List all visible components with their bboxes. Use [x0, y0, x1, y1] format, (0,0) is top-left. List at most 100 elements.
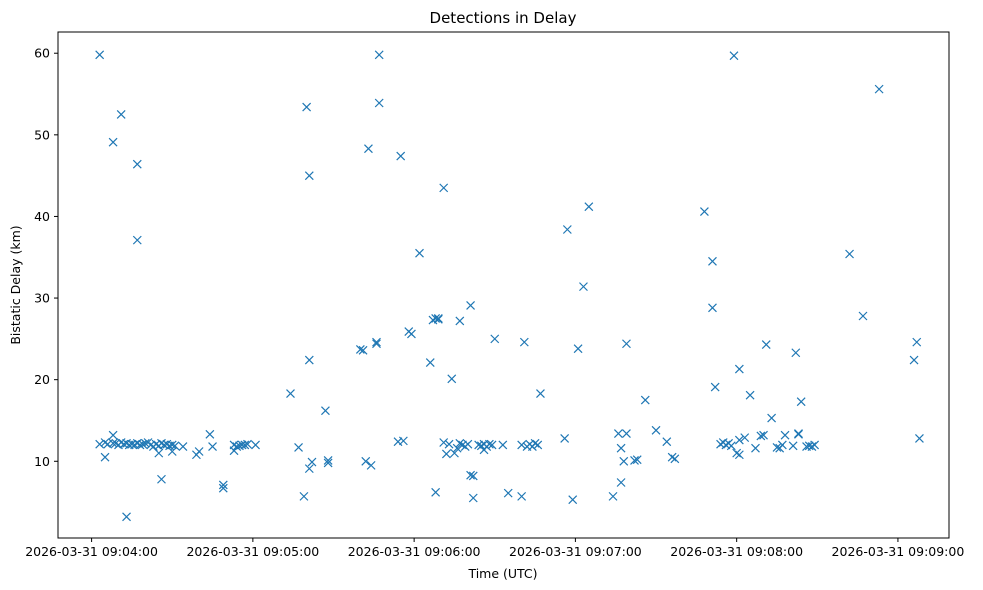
data-point — [452, 443, 462, 453]
data-point — [777, 440, 787, 450]
data-point — [154, 448, 164, 458]
data-point — [810, 440, 820, 450]
y-tick-label: 50 — [34, 127, 50, 142]
data-point — [167, 447, 177, 456]
data-point — [734, 450, 744, 460]
data-point — [484, 439, 494, 449]
x-tick-label: 2026-03-31 09:08:00 — [670, 544, 803, 559]
y-tick-label: 20 — [34, 372, 50, 387]
data-point — [533, 440, 543, 450]
data-point — [780, 430, 790, 440]
data-point — [670, 454, 680, 464]
data-point — [622, 339, 631, 349]
data-point — [708, 303, 717, 313]
data-point — [761, 340, 771, 350]
x-tick-label: 2026-03-31 09:06:00 — [348, 544, 481, 559]
data-point — [95, 50, 105, 60]
x-axis-ticks: 2026-03-31 09:04:00 2026-03-31 09:05:00 20… — [25, 538, 964, 559]
data-point — [415, 248, 424, 258]
data-point — [232, 442, 242, 452]
data-point — [616, 478, 626, 487]
data-point — [788, 441, 798, 451]
data-point — [619, 456, 629, 466]
data-point — [729, 51, 739, 61]
data-point — [455, 316, 465, 326]
data-point — [734, 364, 744, 374]
data-point — [157, 474, 166, 484]
data-point — [640, 395, 650, 405]
data-point — [372, 337, 381, 347]
data-point — [447, 374, 457, 384]
data-point — [132, 159, 142, 169]
data-point — [915, 434, 924, 443]
data-point — [304, 464, 314, 474]
data-point — [726, 441, 736, 451]
data-point — [466, 300, 475, 310]
data-point — [517, 491, 527, 501]
data-point — [355, 345, 365, 354]
plot-frame — [57, 31, 950, 539]
data-point — [243, 439, 252, 449]
data-point — [100, 452, 110, 462]
data-point — [517, 440, 527, 450]
data-point — [140, 438, 150, 448]
data-point — [108, 438, 118, 448]
data-point — [425, 358, 435, 367]
x-tick-label: 2026-03-31 09:05:00 — [186, 544, 319, 559]
data-point — [613, 429, 623, 438]
y-tick-label: 10 — [34, 454, 50, 469]
data-point — [767, 413, 777, 423]
data-point — [205, 429, 215, 439]
data-point — [791, 348, 801, 358]
data-point — [616, 443, 626, 453]
data-point — [431, 487, 441, 497]
data-point — [366, 460, 376, 470]
data-point — [759, 430, 768, 440]
data-point — [455, 438, 465, 448]
data-point — [364, 144, 373, 154]
data-point — [858, 311, 868, 321]
data-point — [468, 471, 478, 481]
data-point — [912, 337, 922, 347]
data-point — [294, 442, 303, 452]
data-point — [218, 480, 228, 490]
data-point — [450, 448, 459, 458]
data-point — [374, 98, 384, 108]
data-point — [307, 457, 317, 467]
data-points — [95, 50, 924, 522]
data-point — [710, 382, 720, 392]
data-point — [503, 488, 513, 498]
data-point — [218, 483, 228, 493]
data-point — [304, 355, 314, 365]
data-point — [662, 437, 672, 447]
data-point — [745, 390, 755, 400]
data-point — [740, 433, 750, 443]
y-axis-ticks: 10 20 30 40 50 60 — [34, 46, 58, 469]
data-point — [630, 456, 639, 465]
data-point — [108, 137, 118, 147]
data-point — [170, 441, 180, 451]
y-axis-label: Bistatic Delay (km) — [8, 225, 23, 344]
x-tick-label: 2026-03-31 09:04:00 — [25, 544, 158, 559]
data-point — [708, 256, 717, 266]
data-point — [433, 314, 443, 323]
data-point — [431, 314, 441, 323]
chart-title: Detections in Delay — [430, 9, 577, 27]
data-point — [794, 429, 803, 439]
data-point — [498, 440, 508, 450]
data-point — [536, 389, 545, 398]
data-point — [398, 436, 408, 446]
data-point — [772, 442, 782, 452]
data-point — [361, 456, 371, 466]
data-point — [208, 442, 217, 452]
y-tick-label: 40 — [34, 209, 50, 224]
data-point — [519, 337, 529, 347]
data-point — [194, 447, 204, 456]
data-point — [699, 207, 709, 216]
data-point — [132, 235, 142, 245]
x-tick-label: 2026-03-31 09:07:00 — [509, 544, 642, 559]
data-point — [116, 110, 126, 119]
x-tick-label: 2026-03-31 09:09:00 — [832, 544, 965, 559]
data-point — [138, 439, 148, 449]
data-point — [468, 493, 478, 503]
